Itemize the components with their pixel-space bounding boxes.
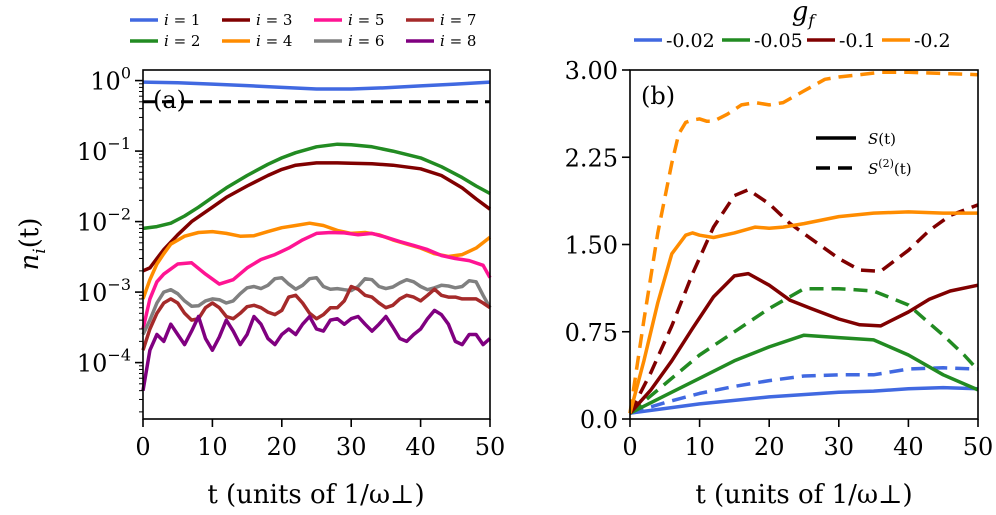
panel-a-series — [141, 80, 492, 391]
panel-b-S-line-1 — [629, 385, 979, 415]
panel-a-series-line-1 — [142, 80, 491, 91]
panel-a-x-tick-label: 40 — [405, 433, 436, 461]
panel-b-x-axis-label: t (units of 1/ω⊥) — [695, 480, 912, 510]
panel-a-label: (a) — [153, 86, 186, 114]
panel-a-series-line-7 — [141, 284, 491, 351]
panel-b-x-tick-label: 30 — [824, 433, 855, 461]
panel-a-y-tick-label: 10−3 — [77, 275, 131, 307]
panel-a-x-ticks: 0 10 20 30 40 50 — [135, 419, 505, 461]
panel-b-S-line-3 — [628, 271, 979, 415]
panel-b-style-legend-label-2: S(2)(t) — [868, 157, 912, 178]
panel-b-y-tick-label: 2.25 — [565, 144, 618, 172]
panel-a-x-tick-label: 30 — [336, 433, 367, 461]
panel-a-y-tick-label: 10−1 — [77, 134, 131, 166]
panel-a-legend-label-7: i = 7 — [440, 11, 476, 29]
panel-b-y-ticks: 0.0 0.75 1.50 2.25 3.00 — [565, 57, 630, 434]
panel-b-legend-label-2: -0.05 — [754, 30, 803, 52]
panel-b-legend-title: gf — [792, 0, 818, 30]
panel-a-x-tick-label: 50 — [475, 433, 506, 461]
panel-a-legend-label-5: i = 5 — [348, 11, 384, 29]
panel-b-x-ticks: 0 10 20 30 40 50 — [622, 419, 993, 461]
panel-b-legend: -0.02 -0.05 -0.1 -0.2 — [634, 30, 951, 52]
panel-a-y-tick-label: 10−4 — [77, 346, 131, 378]
panel-a-series-line-2 — [142, 142, 491, 231]
panel-a-legend-label-1: i = 1 — [164, 11, 200, 29]
panel-a-y-axis-label: ni(t) — [15, 218, 50, 271]
panel-a-series-line-5 — [141, 230, 492, 330]
panel-b-label: (b) — [641, 82, 675, 110]
panel-a-legend-label-2: i = 2 — [164, 32, 200, 50]
panel-b-S2-line-4 — [628, 70, 979, 414]
panel-b-x-tick-label: 20 — [754, 433, 785, 461]
panel-a-x-tick-label: 20 — [267, 433, 298, 461]
panel-b-x-tick-label: 0 — [622, 433, 637, 461]
panel-b-S2-line-2 — [628, 286, 980, 415]
panel-b-x-tick-label: 50 — [963, 433, 994, 461]
panel-a-series-line-8 — [141, 308, 492, 391]
panel-b-legend-label-3: -0.1 — [839, 30, 876, 52]
panel-a-x-axis-label: t (units of 1/ω⊥) — [207, 480, 424, 510]
panel-b-y-tick-label: 3.00 — [565, 57, 618, 85]
panel-b-style-legend: S(t) S(2)(t) — [816, 130, 912, 178]
panel-b-S2-line-1 — [629, 366, 979, 415]
panel-b-legend-label-4: -0.2 — [914, 30, 951, 52]
panel-b: 0.0 0.75 1.50 2.25 3.00 0 10 20 30 40 50 (b) t (u… — [565, 0, 994, 510]
panel-b-S2-line-3 — [628, 188, 979, 414]
panel-b-y-tick-label: 1.50 — [565, 232, 618, 260]
panel-a: 100 10−1 10−2 10−3 10−4 0 10 20 30 40 50 (a) t (u… — [15, 11, 505, 510]
panel-a-y-ticks: 100 10−1 10−2 10−3 10−4 — [77, 64, 143, 413]
panel-a-y-axis-label-base: n — [15, 254, 45, 271]
panel-b-S-line-2 — [629, 333, 979, 415]
panel-a-y-axis-label-sub: i — [30, 248, 50, 253]
panel-b-legend-title-sub: f — [807, 11, 817, 30]
panel-b-series — [628, 70, 980, 415]
panel-b-y-tick-label: 0.75 — [565, 319, 618, 347]
panel-a-series-line-6 — [141, 275, 492, 336]
panel-a-y-tick-label: 100 — [90, 64, 131, 96]
panel-b-legend-label-1: -0.02 — [666, 30, 715, 52]
panel-a-y-axis-label-arg: (t) — [15, 218, 45, 249]
panel-a-legend: i = 1 i = 2 i = 3 i = 4 i = 5 i = 6 i = 7 i = 8 — [130, 11, 476, 50]
panel-a-legend-label-8: i = 8 — [440, 32, 476, 50]
panel-a-x-tick-label: 0 — [135, 433, 150, 461]
panel-b-x-tick-label: 10 — [684, 433, 715, 461]
panel-a-y-tick-label: 10−2 — [77, 205, 131, 237]
panel-a-legend-label-6: i = 6 — [348, 32, 384, 50]
panel-b-y-tick-label: 0.0 — [580, 406, 618, 434]
panel-b-legend-title-base: g — [792, 0, 809, 27]
panel-a-x-tick-label: 10 — [197, 433, 228, 461]
panel-a-plot-frame — [142, 69, 491, 420]
panel-a-legend-label-4: i = 4 — [256, 32, 292, 50]
panel-b-S-line-4 — [628, 210, 978, 414]
panel-a-legend-label-3: i = 3 — [256, 11, 292, 29]
panel-b-x-tick-label: 40 — [893, 433, 924, 461]
panel-b-style-legend-label-1: S(t) — [868, 130, 896, 148]
